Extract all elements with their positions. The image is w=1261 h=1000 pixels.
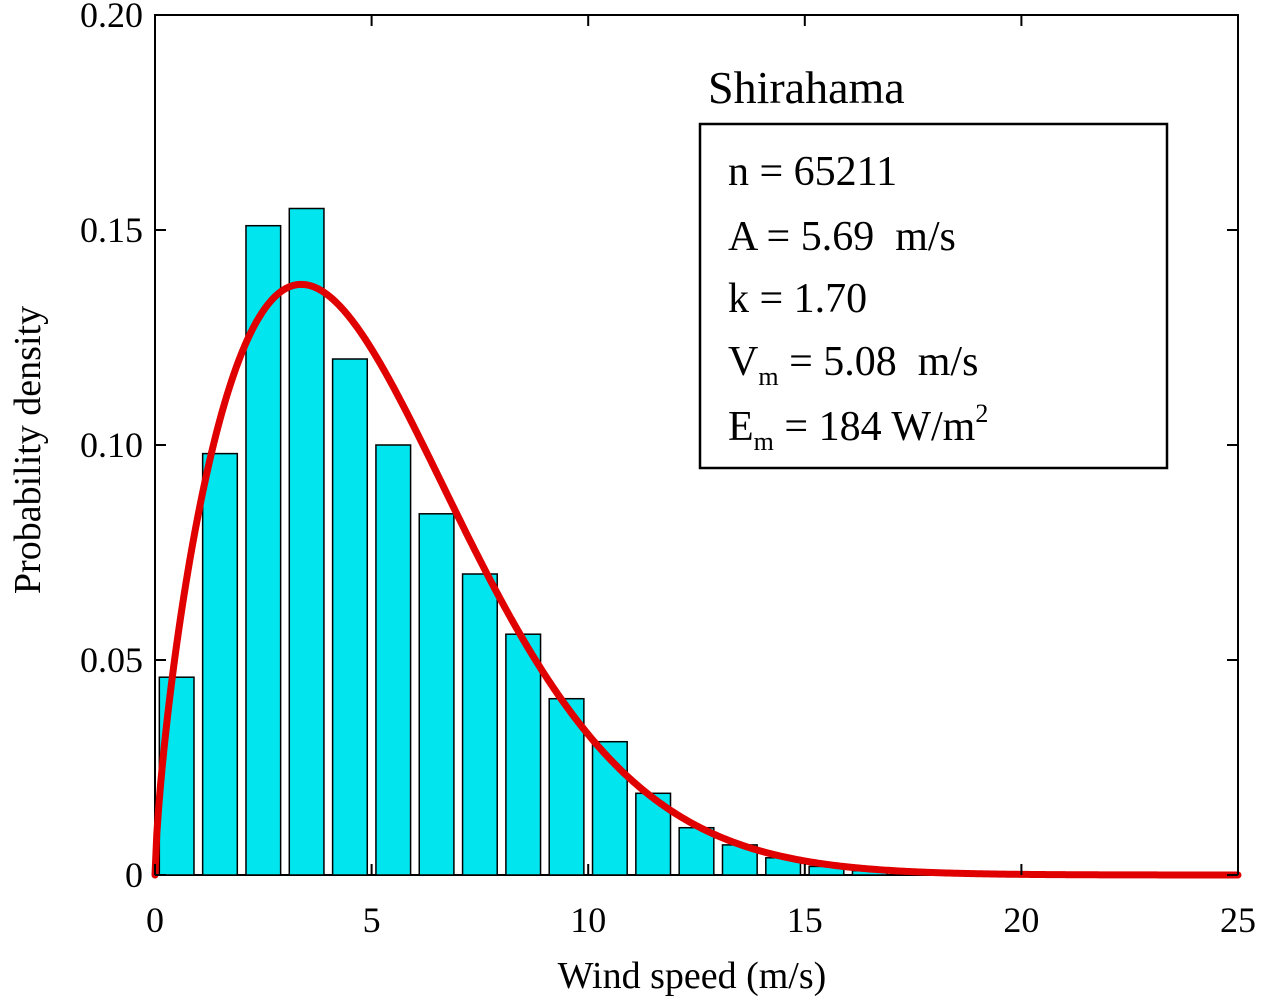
stat-em-sup: 2 [975, 399, 988, 428]
stat-em: Em = 184 W/m2 [728, 399, 988, 456]
histogram-bar [548, 697, 585, 876]
stats-box [698, 122, 1169, 470]
histogram-bar [201, 452, 239, 876]
x-tick-label: 5 [363, 900, 381, 940]
histogram-bar [461, 573, 498, 876]
histogram-bar [245, 224, 282, 876]
y-axis-label: Probability density [7, 306, 49, 594]
x-tick-label: 0 [146, 900, 164, 940]
histogram-bar [505, 633, 542, 876]
histogram-bar [331, 358, 369, 876]
stat-em-main: E [728, 404, 754, 450]
stat-em-sub: m [754, 427, 774, 456]
histogram-bar [288, 207, 325, 876]
y-tick-label: 0.15 [80, 210, 143, 250]
x-tick-label: 25 [1220, 900, 1256, 940]
x-tick-label: 15 [787, 900, 823, 940]
histogram-bar [375, 444, 412, 876]
axis-ticks: 0 5 10 15 20 25 0 0.05 0.10 0.15 0.20 [80, 0, 1256, 940]
stat-a: A = 5.69 m/s [728, 214, 956, 260]
y-tick-label: 0 [125, 855, 143, 895]
x-tick-label: 20 [1003, 900, 1039, 940]
stat-vm-rest: = 5.08 m/s [779, 339, 979, 385]
stat-em-rest: = 184 W/m [774, 404, 976, 450]
stat-k: k = 1.70 [728, 276, 867, 322]
y-tick-label: 0.20 [80, 0, 143, 35]
y-tick-label: 0.05 [80, 640, 143, 680]
histogram-bar [418, 513, 455, 876]
stat-vm-main: V [728, 339, 758, 385]
weibull-fit-curve [151, 280, 1242, 879]
x-axis-label: Wind speed (m/s) [558, 955, 827, 997]
x-tick-label: 10 [570, 900, 606, 940]
stat-n: n = 65211 [728, 149, 897, 195]
chart-title: Shirahama [708, 62, 905, 113]
stat-vm: Vm = 5.08 m/s [728, 339, 978, 391]
y-tick-label: 0.10 [80, 425, 143, 465]
stat-vm-sub: m [758, 362, 778, 391]
histogram-bars [158, 207, 1018, 876]
